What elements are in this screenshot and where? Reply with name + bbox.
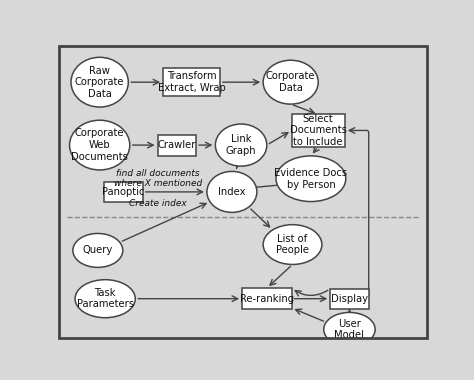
Ellipse shape <box>324 312 375 347</box>
Text: Display: Display <box>331 294 368 304</box>
Ellipse shape <box>71 57 128 107</box>
Text: Transform
Extract, Wrap: Transform Extract, Wrap <box>158 71 225 93</box>
Ellipse shape <box>70 120 130 170</box>
Ellipse shape <box>73 233 123 268</box>
Text: Evidence Docs
by Person: Evidence Docs by Person <box>274 168 347 190</box>
Text: Corporate
Data: Corporate Data <box>266 71 315 93</box>
Text: find all documents
where X mentioned: find all documents where X mentioned <box>114 169 202 188</box>
Ellipse shape <box>263 60 318 104</box>
Text: User
Model: User Model <box>335 318 365 340</box>
Ellipse shape <box>207 171 257 212</box>
Text: Index: Index <box>218 187 246 197</box>
Ellipse shape <box>75 280 135 318</box>
FancyBboxPatch shape <box>163 68 220 96</box>
FancyBboxPatch shape <box>292 114 345 147</box>
Text: Create index: Create index <box>129 198 187 207</box>
Text: Task
Parameters: Task Parameters <box>77 288 134 309</box>
Text: Select
Documents
to Include: Select Documents to Include <box>290 114 346 147</box>
Text: Link
Graph: Link Graph <box>226 134 256 156</box>
Text: List of
People: List of People <box>276 234 309 255</box>
Text: Crawler: Crawler <box>158 140 196 150</box>
FancyBboxPatch shape <box>157 135 196 156</box>
Text: Query: Query <box>82 245 113 255</box>
Text: Raw
Corporate
Data: Raw Corporate Data <box>75 66 124 99</box>
Ellipse shape <box>276 156 346 201</box>
Ellipse shape <box>263 225 322 264</box>
Ellipse shape <box>215 124 267 166</box>
FancyBboxPatch shape <box>330 289 369 309</box>
Text: Re-ranking: Re-ranking <box>240 294 294 304</box>
FancyBboxPatch shape <box>104 182 143 202</box>
Text: Corporate
Web
Documents: Corporate Web Documents <box>71 128 128 162</box>
Text: Panoptic: Panoptic <box>102 187 145 197</box>
FancyBboxPatch shape <box>242 288 292 309</box>
